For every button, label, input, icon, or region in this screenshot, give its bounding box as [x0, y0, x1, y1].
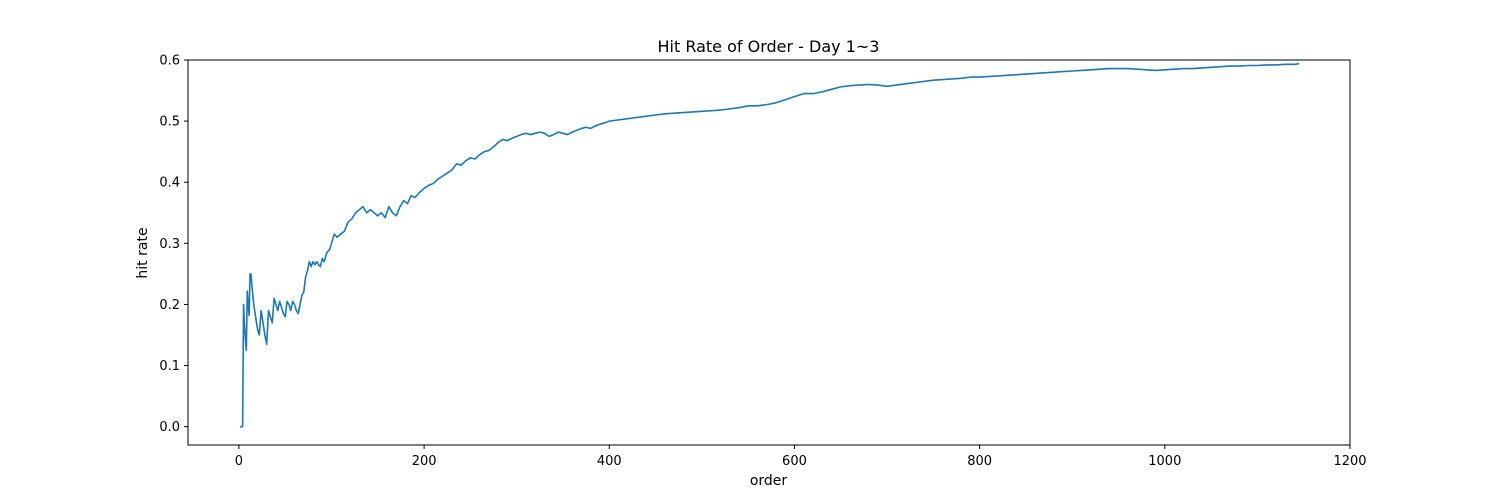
x-tick-label: 600 — [782, 454, 807, 469]
x-tick-label: 200 — [412, 454, 437, 469]
y-tick-label: 0.1 — [159, 359, 180, 374]
y-tick-label: 0.3 — [159, 237, 180, 252]
chart-title: Hit Rate of Order - Day 1~3 — [658, 37, 880, 56]
x-tick-label: 0 — [235, 454, 243, 469]
y-tick-label: 0.0 — [159, 420, 180, 435]
y-tick-label: 0.4 — [159, 176, 180, 191]
plot-area: 0 200 400 600 800 1000 1200 0.0 0.1 0.2 0.3 0.4 0.5 0… — [159, 54, 1366, 470]
y-tick-label: 0.6 — [159, 54, 180, 69]
y-axis-label: hit rate — [135, 227, 151, 278]
x-axis-label: order — [750, 473, 788, 489]
x-tick-label: 1000 — [1148, 454, 1181, 469]
x-tick-label: 800 — [967, 454, 992, 469]
x-tick-label: 1200 — [1333, 454, 1366, 469]
series-line — [239, 62, 1300, 428]
y-tick-label: 0.5 — [159, 115, 180, 130]
plot-frame — [187, 59, 1351, 446]
y-tick-label: 0.2 — [159, 298, 180, 313]
x-tick-label: 400 — [597, 454, 622, 469]
